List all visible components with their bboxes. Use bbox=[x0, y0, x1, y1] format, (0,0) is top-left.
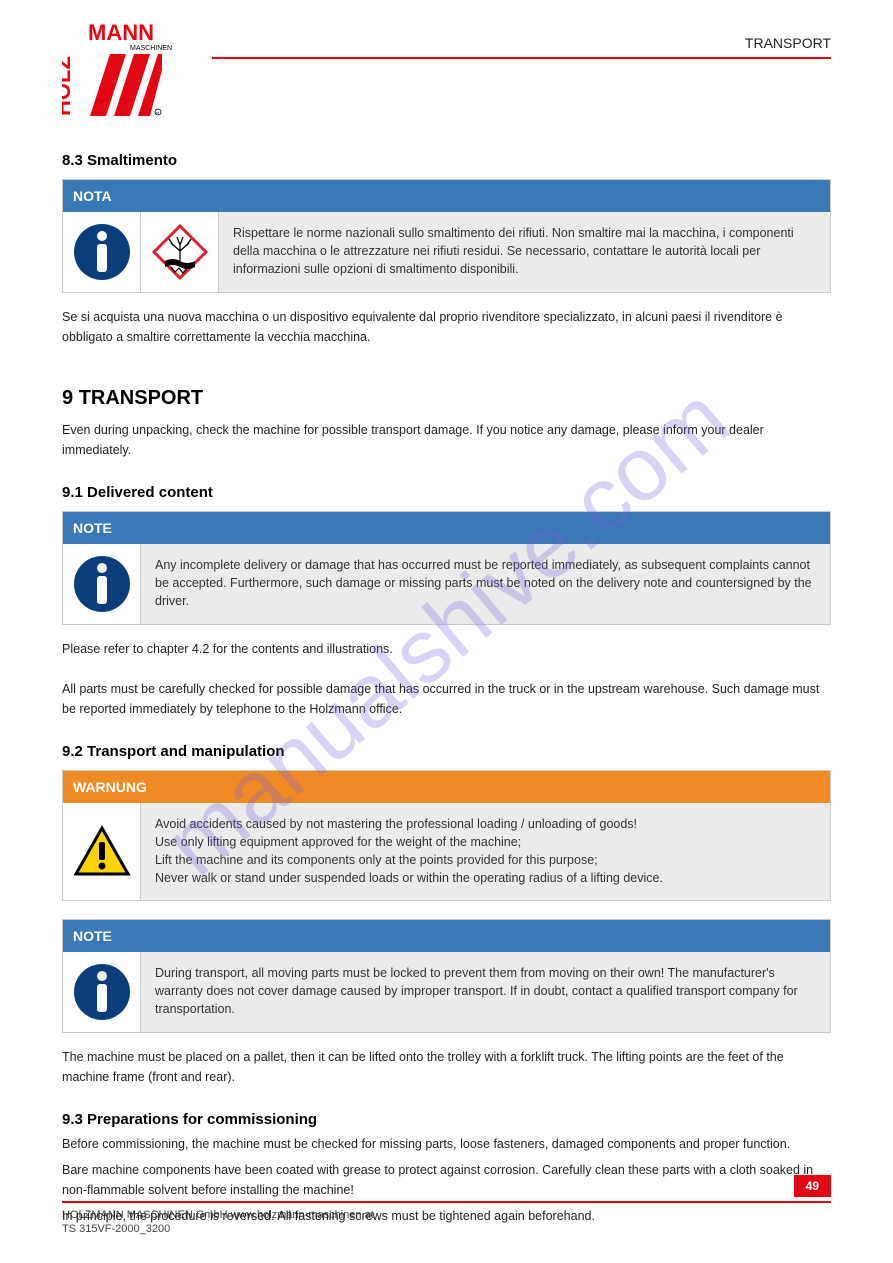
heading-9-3: 9.3 Preparations for commissioning bbox=[62, 1111, 831, 1128]
warnung-box-9-2: WARNUNG Avoid accidents caused by not ma… bbox=[62, 770, 831, 901]
mandatory-icon bbox=[63, 212, 141, 292]
brand-logo: HOLZ MANN MASCHINEN R bbox=[62, 20, 172, 120]
note-box-9-2: NOTE During transport, all moving parts … bbox=[62, 919, 831, 1033]
warnung-box-text: Avoid accidents caused by not mastering … bbox=[141, 803, 830, 900]
nota-box-text: Rispettare le norme nazionali sullo smal… bbox=[219, 212, 830, 292]
mandatory-icon bbox=[63, 544, 141, 624]
nota-box-header: NOTA bbox=[63, 180, 830, 212]
s93-t2: Bare machine components have been coated… bbox=[62, 1160, 831, 1200]
note-box-9-2-text: During transport, all moving parts must … bbox=[141, 952, 830, 1032]
header-section-label: TRANSPORT bbox=[212, 35, 831, 51]
note-box-9-1-text: Any incomplete delivery or damage that h… bbox=[141, 544, 830, 624]
mandatory-icon bbox=[63, 952, 141, 1032]
s92-after-text: The machine must be placed on a pallet, … bbox=[62, 1047, 831, 1087]
logo-maschinen-text: MASCHINEN bbox=[130, 45, 172, 52]
page-header: HOLZ MANN MASCHINEN R TRANSPORT bbox=[62, 20, 831, 120]
s83-after-text: Se si acquista una nuova macchina o un d… bbox=[62, 307, 831, 347]
warn-line-0: Avoid accidents caused by not mastering … bbox=[155, 815, 816, 833]
warn-line-3: Never walk or stand under suspended load… bbox=[155, 869, 816, 887]
logo-mann-text: MANN bbox=[88, 20, 154, 45]
heading-9-num: 9 bbox=[62, 387, 79, 409]
heading-8-3: 8.3 Smaltimento bbox=[62, 152, 831, 169]
heading-9-2: 9.2 Transport and manipulation bbox=[62, 743, 831, 760]
note-box-9-1: NOTE Any incomplete delivery or damage t… bbox=[62, 511, 831, 625]
svg-text:R: R bbox=[156, 111, 159, 116]
note-box-9-1-header: NOTE bbox=[63, 512, 830, 544]
s93-t3: In principle, the procedure is reversed.… bbox=[62, 1206, 831, 1226]
warning-triangle-icon bbox=[63, 803, 141, 900]
note-box-9-2-header: NOTE bbox=[63, 920, 830, 952]
nota-box-8-3: NOTA bbox=[62, 179, 831, 293]
s91-after-text: Please refer to chapter 4.2 for the cont… bbox=[62, 639, 831, 719]
s93-t1: Before commissioning, the machine must b… bbox=[62, 1134, 831, 1154]
warnung-box-header: WARNUNG bbox=[63, 771, 830, 803]
environment-hazard-icon bbox=[141, 212, 219, 292]
header-rule bbox=[212, 57, 831, 59]
heading-9-title: TRANSPORT bbox=[79, 387, 203, 409]
heading-9: 9 TRANSPORT bbox=[62, 387, 831, 410]
warn-line-1: Use only lifting equipment approved for … bbox=[155, 833, 816, 851]
heading-9-1: 9.1 Delivered content bbox=[62, 484, 831, 501]
s9-intro: Even during unpacking, check the machine… bbox=[62, 420, 831, 460]
logo-holz-text: HOLZ bbox=[62, 56, 75, 116]
warn-line-2: Lift the machine and its components only… bbox=[155, 851, 816, 869]
